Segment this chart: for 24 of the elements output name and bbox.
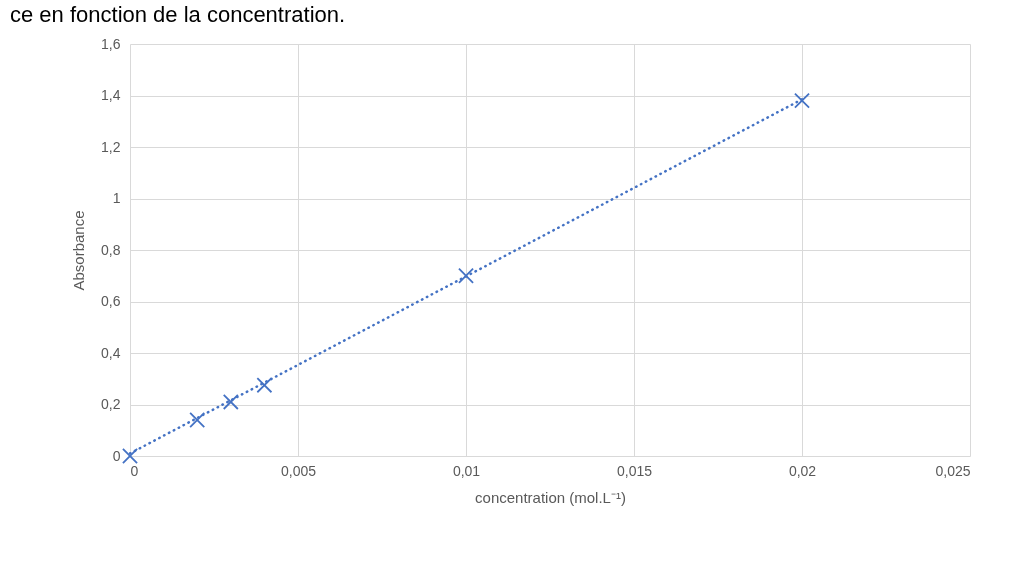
y-tick-label: 0,2 — [101, 396, 121, 412]
x-tick-label: 0,02 — [788, 462, 817, 479]
y-tick-label: 1,4 — [101, 87, 121, 103]
point — [256, 377, 273, 394]
x-tick-label: 0,01 — [452, 462, 481, 479]
y-tick-label: 0,4 — [101, 344, 121, 361]
x-tick-label: 0,005 — [280, 462, 317, 479]
point — [794, 92, 810, 109]
chart-title: ce en fonction de la concentration. — [10, 2, 346, 27]
y-tick-label: 0 — [112, 447, 121, 464]
x-tick-label: 0,025 — [935, 462, 971, 479]
y-axis-title: Absorbance — [70, 210, 88, 291]
x-axis-title: concentration (mol.L⁻¹) — [475, 488, 626, 506]
point — [122, 448, 138, 464]
x-tick-label: 0,015 — [616, 462, 653, 479]
y-tick-label: 1,2 — [101, 138, 121, 155]
y-tick-label: 1 — [112, 190, 121, 206]
y-tick-label: 0,6 — [101, 293, 121, 309]
point — [458, 267, 474, 284]
y-tick-label: 1,6 — [101, 35, 121, 52]
x-tick-label: 0 — [130, 462, 139, 479]
point — [222, 393, 239, 410]
y-tick-label: 0,8 — [101, 241, 121, 258]
point — [189, 411, 206, 428]
